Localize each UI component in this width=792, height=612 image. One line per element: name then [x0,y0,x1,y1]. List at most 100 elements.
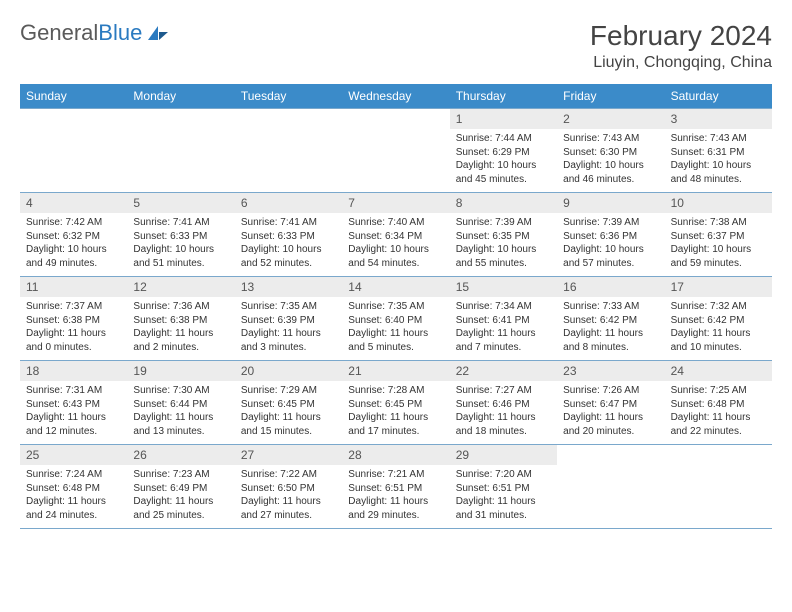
sunset-text: Sunset: 6:51 PM [456,482,551,496]
day-info: Sunrise: 7:29 AMSunset: 6:45 PMDaylight:… [235,381,342,444]
sunrise-text: Sunrise: 7:22 AM [241,468,336,482]
sunrise-text: Sunrise: 7:35 AM [348,300,443,314]
day-info: Sunrise: 7:40 AMSunset: 6:34 PMDaylight:… [342,213,449,276]
day-number: 12 [127,277,234,297]
day-number: 2 [557,109,664,129]
day-cell [235,109,342,192]
calendar-week: 1Sunrise: 7:44 AMSunset: 6:29 PMDaylight… [20,109,772,193]
day-cell: 5Sunrise: 7:41 AMSunset: 6:33 PMDaylight… [127,193,234,276]
day-cell: 20Sunrise: 7:29 AMSunset: 6:45 PMDayligh… [235,361,342,444]
day-info: Sunrise: 7:34 AMSunset: 6:41 PMDaylight:… [450,297,557,360]
day-cell: 7Sunrise: 7:40 AMSunset: 6:34 PMDaylight… [342,193,449,276]
sunrise-text: Sunrise: 7:26 AM [563,384,658,398]
sunrise-text: Sunrise: 7:35 AM [241,300,336,314]
sunset-text: Sunset: 6:33 PM [241,230,336,244]
day-number: 18 [20,361,127,381]
day-number: 8 [450,193,557,213]
sunset-text: Sunset: 6:31 PM [671,146,766,160]
sunset-text: Sunset: 6:32 PM [26,230,121,244]
sail-icon [146,24,170,42]
daylight-text: Daylight: 11 hours and 3 minutes. [241,327,336,354]
day-info: Sunrise: 7:25 AMSunset: 6:48 PMDaylight:… [665,381,772,444]
day-cell: 13Sunrise: 7:35 AMSunset: 6:39 PMDayligh… [235,277,342,360]
day-info: Sunrise: 7:26 AMSunset: 6:47 PMDaylight:… [557,381,664,444]
day-info: Sunrise: 7:39 AMSunset: 6:35 PMDaylight:… [450,213,557,276]
calendar-week: 4Sunrise: 7:42 AMSunset: 6:32 PMDaylight… [20,193,772,277]
day-info: Sunrise: 7:42 AMSunset: 6:32 PMDaylight:… [20,213,127,276]
sunrise-text: Sunrise: 7:44 AM [456,132,551,146]
day-cell: 29Sunrise: 7:20 AMSunset: 6:51 PMDayligh… [450,445,557,528]
day-cell: 10Sunrise: 7:38 AMSunset: 6:37 PMDayligh… [665,193,772,276]
day-number: 28 [342,445,449,465]
day-info: Sunrise: 7:44 AMSunset: 6:29 PMDaylight:… [450,129,557,192]
day-number [665,445,772,451]
day-header: Tuesday [235,84,342,108]
sunrise-text: Sunrise: 7:25 AM [671,384,766,398]
sunset-text: Sunset: 6:41 PM [456,314,551,328]
calendar-week: 25Sunrise: 7:24 AMSunset: 6:48 PMDayligh… [20,445,772,529]
day-cell: 3Sunrise: 7:43 AMSunset: 6:31 PMDaylight… [665,109,772,192]
day-number: 9 [557,193,664,213]
day-cell: 4Sunrise: 7:42 AMSunset: 6:32 PMDaylight… [20,193,127,276]
sunrise-text: Sunrise: 7:37 AM [26,300,121,314]
daylight-text: Daylight: 11 hours and 13 minutes. [133,411,228,438]
day-info: Sunrise: 7:41 AMSunset: 6:33 PMDaylight:… [127,213,234,276]
sunset-text: Sunset: 6:43 PM [26,398,121,412]
sunset-text: Sunset: 6:29 PM [456,146,551,160]
month-title: February 2024 [590,20,772,52]
sunset-text: Sunset: 6:36 PM [563,230,658,244]
daylight-text: Daylight: 10 hours and 49 minutes. [26,243,121,270]
sunset-text: Sunset: 6:47 PM [563,398,658,412]
day-cell: 19Sunrise: 7:30 AMSunset: 6:44 PMDayligh… [127,361,234,444]
daylight-text: Daylight: 11 hours and 8 minutes. [563,327,658,354]
day-header: Sunday [20,84,127,108]
daylight-text: Daylight: 11 hours and 10 minutes. [671,327,766,354]
day-cell: 12Sunrise: 7:36 AMSunset: 6:38 PMDayligh… [127,277,234,360]
sunset-text: Sunset: 6:33 PM [133,230,228,244]
day-number: 16 [557,277,664,297]
brand-name: GeneralBlue [20,20,142,46]
day-cell: 22Sunrise: 7:27 AMSunset: 6:46 PMDayligh… [450,361,557,444]
day-number: 27 [235,445,342,465]
day-info: Sunrise: 7:28 AMSunset: 6:45 PMDaylight:… [342,381,449,444]
sunset-text: Sunset: 6:49 PM [133,482,228,496]
day-number: 7 [342,193,449,213]
day-number: 23 [557,361,664,381]
daylight-text: Daylight: 10 hours and 59 minutes. [671,243,766,270]
day-number: 5 [127,193,234,213]
day-number: 13 [235,277,342,297]
day-number [235,109,342,115]
brand-part2: Blue [98,20,142,45]
daylight-text: Daylight: 10 hours and 52 minutes. [241,243,336,270]
day-cell: 24Sunrise: 7:25 AMSunset: 6:48 PMDayligh… [665,361,772,444]
day-cell: 14Sunrise: 7:35 AMSunset: 6:40 PMDayligh… [342,277,449,360]
daylight-text: Daylight: 10 hours and 46 minutes. [563,159,658,186]
day-info: Sunrise: 7:43 AMSunset: 6:30 PMDaylight:… [557,129,664,192]
day-number: 20 [235,361,342,381]
day-cell: 1Sunrise: 7:44 AMSunset: 6:29 PMDaylight… [450,109,557,192]
day-cell: 17Sunrise: 7:32 AMSunset: 6:42 PMDayligh… [665,277,772,360]
daylight-text: Daylight: 11 hours and 0 minutes. [26,327,121,354]
sunset-text: Sunset: 6:50 PM [241,482,336,496]
day-cell: 9Sunrise: 7:39 AMSunset: 6:36 PMDaylight… [557,193,664,276]
calendar-header-row: Sunday Monday Tuesday Wednesday Thursday… [20,84,772,108]
day-cell: 28Sunrise: 7:21 AMSunset: 6:51 PMDayligh… [342,445,449,528]
sunset-text: Sunset: 6:38 PM [133,314,228,328]
day-number: 29 [450,445,557,465]
sunset-text: Sunset: 6:48 PM [671,398,766,412]
day-cell: 26Sunrise: 7:23 AMSunset: 6:49 PMDayligh… [127,445,234,528]
daylight-text: Daylight: 11 hours and 18 minutes. [456,411,551,438]
day-info: Sunrise: 7:38 AMSunset: 6:37 PMDaylight:… [665,213,772,276]
sunrise-text: Sunrise: 7:24 AM [26,468,121,482]
sunrise-text: Sunrise: 7:27 AM [456,384,551,398]
day-cell: 8Sunrise: 7:39 AMSunset: 6:35 PMDaylight… [450,193,557,276]
daylight-text: Daylight: 10 hours and 55 minutes. [456,243,551,270]
daylight-text: Daylight: 10 hours and 57 minutes. [563,243,658,270]
sunrise-text: Sunrise: 7:20 AM [456,468,551,482]
day-info: Sunrise: 7:23 AMSunset: 6:49 PMDaylight:… [127,465,234,528]
day-header: Wednesday [342,84,449,108]
day-number: 22 [450,361,557,381]
day-info: Sunrise: 7:33 AMSunset: 6:42 PMDaylight:… [557,297,664,360]
day-cell: 23Sunrise: 7:26 AMSunset: 6:47 PMDayligh… [557,361,664,444]
sunrise-text: Sunrise: 7:29 AM [241,384,336,398]
